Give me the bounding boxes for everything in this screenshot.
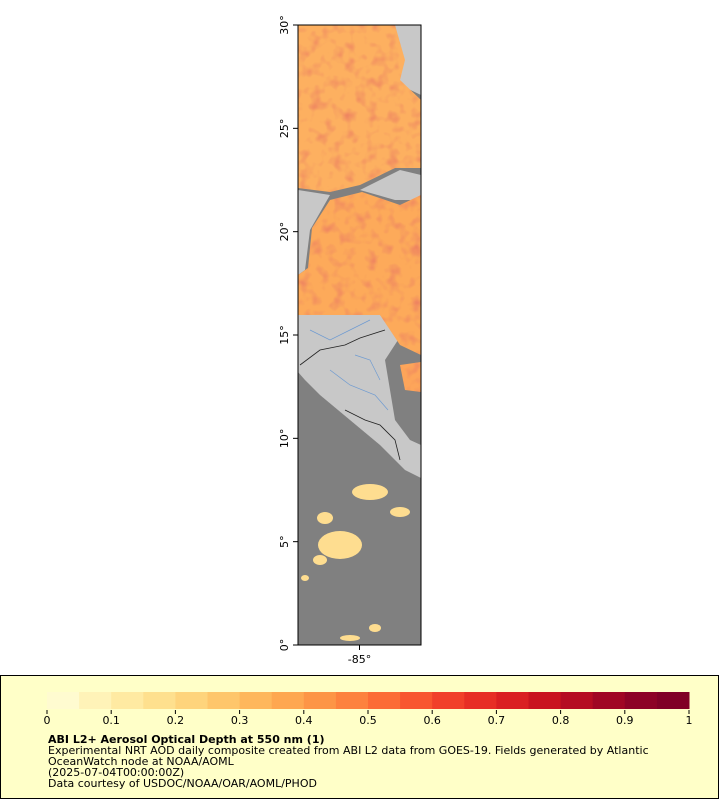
axes: 0° 5° 10° 15° 20° 25° 30° -85° [278,15,371,666]
colorbar-segment [111,692,144,709]
colorbar-segment [143,692,176,709]
y-tick-label: 15° [278,325,291,345]
colorbar-segment [496,692,529,709]
colorbar-segment [528,692,562,709]
caption-line: OceanWatch node at NOAA/AOML [48,755,235,768]
caption-line: (2025-07-04T00:00:00Z) [48,766,184,779]
colorbar-tick-label: 0.4 [295,714,313,727]
map-image [298,25,421,645]
colorbar-segment [464,692,497,709]
caption-line: Data courtesy of USDOC/NOAA/OAR/AOML/PHO… [48,777,317,790]
colorbar-segment [400,692,433,709]
y-tick-label: 25° [278,119,291,139]
colorbar-segment [656,692,690,709]
colorbar-segment [592,692,626,709]
colorbar-segment [271,692,305,709]
colorbar-tick-label: 1 [686,714,693,727]
colorbar-tick-label: 0.8 [552,714,570,727]
colorbar-tick-label: 0.2 [167,714,185,727]
colorbar-tick-label: 0.1 [102,714,120,727]
y-tick-label: 5° [278,535,291,548]
colorbar-tick-label: 0.3 [231,714,249,727]
y-tick-label: 10° [278,429,291,449]
y-tick-label: 20° [278,222,291,242]
colorbar-segment [560,692,594,709]
y-tick-label: 30° [278,15,291,35]
colorbar-tick-label: 0.9 [616,714,634,727]
colorbar-segment [335,692,369,709]
y-tick-label: 0° [278,639,291,652]
colorbar-segment [79,692,112,709]
colorbar-segment [239,692,273,709]
colorbar-segment [303,692,337,709]
colorbar-segment [368,692,401,709]
colorbar-tick-label: 0.7 [488,714,506,727]
colorbar-tick-label: 0.5 [359,714,377,727]
colorbar-segment [432,692,465,709]
colorbar-segment [175,692,208,709]
colorbar-segment [207,692,241,709]
colorbar-tick-label: 0 [44,714,51,727]
colorbar-segment [47,692,80,709]
colorbar: 0 0.1 0.2 0.3 0.4 0.5 0.6 0.7 0.8 0.9 1 [44,692,693,727]
caption-title: ABI L2+ Aerosol Optical Depth at 550 nm … [48,733,325,746]
caption: Experimental NRT AOD daily composite cre… [48,744,649,790]
caption-line: Experimental NRT AOD daily composite cre… [48,744,649,757]
x-tick-label: -85° [348,653,371,666]
colorbar-tick-label: 0.6 [423,714,441,727]
colorbar-segment [624,692,658,709]
